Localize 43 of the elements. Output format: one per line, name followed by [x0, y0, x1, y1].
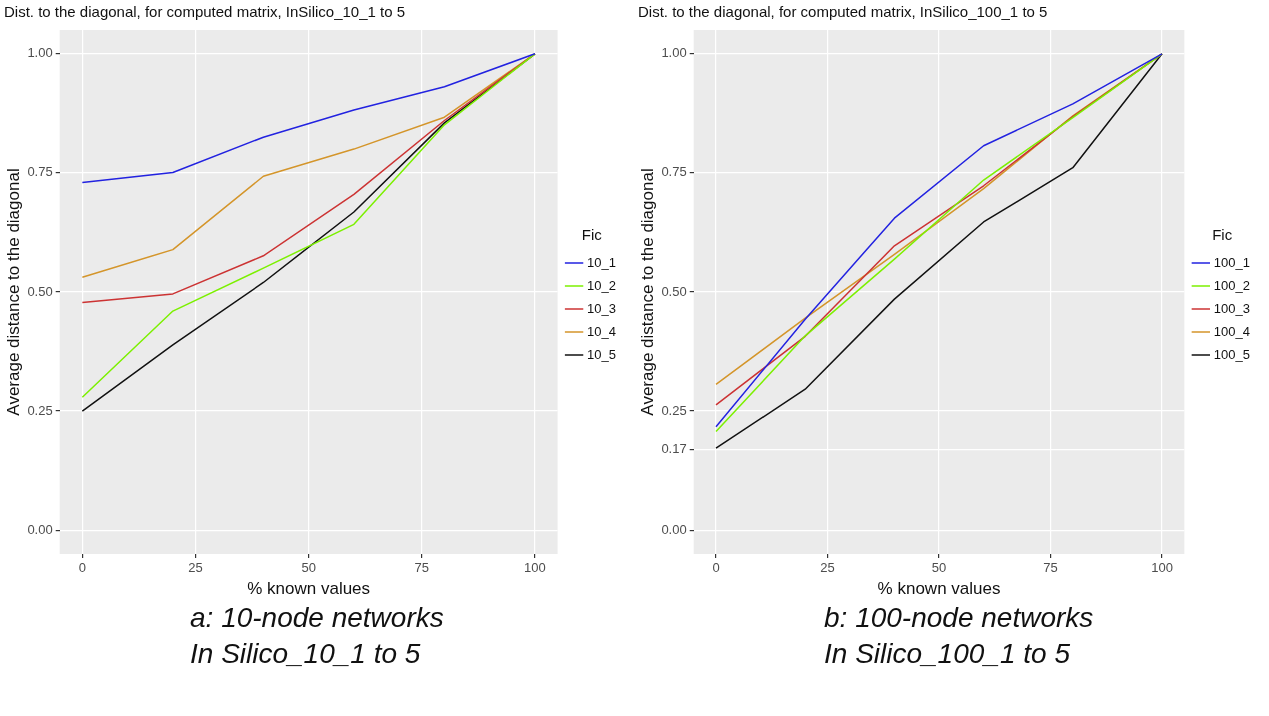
x-tick-label: 25 — [188, 560, 203, 576]
legend-label: 10_5 — [587, 346, 616, 362]
x-tick-label: 100 — [524, 560, 546, 576]
x-tick-label: 50 — [301, 560, 316, 576]
x-tick-label: 75 — [1043, 560, 1058, 576]
legend-title: Fic — [581, 226, 603, 244]
legend-label: 100_1 — [1213, 254, 1251, 270]
legend-title: Fic — [1212, 226, 1233, 244]
y-tick-label: 0.17 — [661, 440, 687, 456]
chart-title: Dist. to the diagonal, for computed matrix, InSilico_10_1 to 5 — [4, 3, 406, 21]
legend-label: 10_4 — [587, 323, 616, 339]
x-tick-label: 0 — [712, 560, 720, 576]
y-tick-label: 0.25 — [661, 402, 687, 418]
y-axis-title: Average distance to the diagonal — [3, 168, 23, 416]
legend-label: 100_4 — [1213, 323, 1251, 339]
y-tick-label: 0.50 — [27, 283, 53, 299]
legend-label: 10_3 — [587, 300, 616, 316]
chart-title: Dist. to the diagonal, for computed matrix, InSilico_100_1 to 5 — [638, 3, 1048, 21]
x-tick-label: 25 — [820, 560, 835, 576]
text: In Silico_100_1 to 5 — [823, 637, 1071, 671]
legend-label: 100_3 — [1213, 300, 1251, 316]
y-tick-label: 0.00 — [661, 521, 687, 537]
y-tick-label: 1.00 — [661, 45, 687, 61]
legend-label: 10_2 — [587, 277, 616, 293]
x-tick-label: 75 — [414, 560, 430, 576]
y-tick-label: 0.25 — [27, 402, 53, 418]
x-axis-title: % known values — [247, 579, 371, 599]
text: a: 10-node networks — [189, 601, 445, 635]
y-tick-label: 1.00 — [27, 45, 53, 61]
y-tick-label: 0.75 — [27, 164, 53, 180]
x-tick-label: 50 — [931, 560, 947, 576]
text: b: 100-node networks — [823, 601, 1095, 635]
x-axis-title: % known values — [877, 579, 1001, 599]
y-tick-label: 0.00 — [27, 521, 53, 537]
x-tick-label: 100 — [1151, 560, 1173, 576]
legend-label: 10_1 — [587, 254, 616, 270]
y-tick-label: 0.50 — [661, 283, 687, 299]
y-axis-title: Average distance to the diagonal — [637, 168, 657, 416]
x-tick-label: 0 — [78, 560, 86, 576]
legend-label: 100_5 — [1213, 346, 1251, 362]
text: In Silico_10_1 to 5 — [189, 637, 422, 671]
y-tick-label: 0.75 — [661, 164, 687, 180]
legend-label: 100_2 — [1213, 277, 1251, 293]
